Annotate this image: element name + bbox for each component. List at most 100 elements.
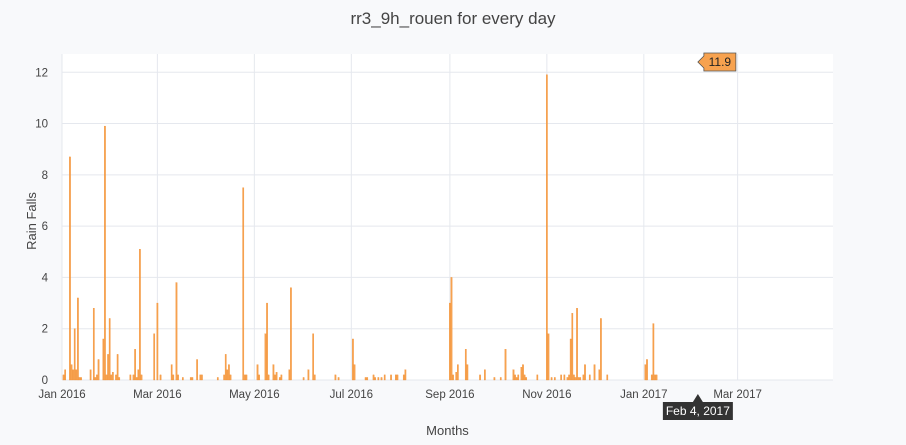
- bar[interactable]: [245, 374, 248, 381]
- bar[interactable]: [514, 374, 516, 381]
- bar[interactable]: [140, 374, 143, 381]
- bar[interactable]: [547, 333, 550, 381]
- bar[interactable]: [563, 374, 566, 381]
- bar[interactable]: [390, 374, 392, 381]
- bar[interactable]: [377, 377, 380, 381]
- bar[interactable]: [364, 377, 367, 381]
- bar[interactable]: [452, 374, 454, 381]
- bar[interactable]: [280, 374, 283, 381]
- bar[interactable]: [256, 364, 259, 381]
- bar[interactable]: [553, 377, 556, 381]
- bar[interactable]: [112, 372, 114, 381]
- bar[interactable]: [242, 187, 245, 381]
- bar[interactable]: [229, 374, 232, 381]
- bar[interactable]: [450, 277, 453, 381]
- bar[interactable]: [646, 359, 648, 381]
- bar[interactable]: [97, 359, 100, 381]
- bar[interactable]: [94, 377, 97, 381]
- bar[interactable]: [372, 374, 375, 381]
- bar[interactable]: [78, 377, 81, 381]
- bar[interactable]: [396, 374, 399, 381]
- bar[interactable]: [137, 369, 140, 381]
- bar[interactable]: [652, 323, 655, 381]
- bar[interactable]: [307, 369, 310, 381]
- bar[interactable]: [573, 374, 575, 381]
- bar[interactable]: [264, 333, 267, 381]
- bar[interactable]: [107, 354, 109, 381]
- bar[interactable]: [278, 377, 281, 381]
- bar[interactable]: [274, 374, 276, 381]
- bar[interactable]: [598, 369, 601, 381]
- bar[interactable]: [366, 377, 369, 381]
- bar[interactable]: [520, 367, 523, 381]
- bar[interactable]: [577, 377, 580, 381]
- bar[interactable]: [275, 372, 278, 381]
- bar[interactable]: [89, 369, 92, 381]
- bar[interactable]: [457, 364, 459, 381]
- bar[interactable]: [383, 374, 386, 381]
- bar[interactable]: [504, 349, 507, 381]
- bar[interactable]: [569, 338, 572, 381]
- bar[interactable]: [177, 374, 179, 381]
- bar[interactable]: [115, 374, 117, 381]
- bar[interactable]: [312, 333, 315, 381]
- bar[interactable]: [593, 364, 596, 381]
- bar[interactable]: [110, 374, 113, 381]
- bar[interactable]: [546, 74, 548, 381]
- bar[interactable]: [302, 377, 305, 381]
- bar[interactable]: [402, 374, 405, 381]
- bar[interactable]: [80, 377, 82, 381]
- bar[interactable]: [404, 369, 407, 381]
- bar[interactable]: [243, 374, 246, 381]
- bar[interactable]: [159, 374, 162, 381]
- bar[interactable]: [69, 156, 71, 381]
- bar[interactable]: [499, 377, 502, 381]
- bar[interactable]: [479, 374, 481, 381]
- bar[interactable]: [380, 377, 383, 381]
- bar[interactable]: [175, 282, 178, 381]
- bar[interactable]: [288, 369, 291, 381]
- bar[interactable]: [72, 369, 74, 381]
- bar[interactable]: [266, 302, 268, 381]
- bar[interactable]: [523, 374, 526, 381]
- bar[interactable]: [512, 369, 515, 381]
- bar[interactable]: [129, 374, 132, 381]
- bar[interactable]: [582, 374, 585, 381]
- bar[interactable]: [584, 364, 586, 381]
- bar[interactable]: [654, 374, 656, 381]
- bar[interactable]: [139, 249, 141, 381]
- bar[interactable]: [70, 364, 73, 381]
- bar[interactable]: [134, 349, 136, 381]
- bar[interactable]: [588, 374, 591, 381]
- bar[interactable]: [655, 374, 658, 381]
- bar[interactable]: [574, 377, 577, 381]
- bar[interactable]: [116, 354, 119, 381]
- bar[interactable]: [108, 318, 111, 381]
- bar[interactable]: [118, 377, 121, 381]
- bar[interactable]: [272, 364, 275, 381]
- bar[interactable]: [104, 125, 106, 381]
- bar[interactable]: [181, 377, 184, 381]
- bar[interactable]: [75, 369, 78, 381]
- bar[interactable]: [466, 364, 469, 381]
- bar[interactable]: [493, 377, 496, 381]
- bar[interactable]: [96, 374, 98, 381]
- bar[interactable]: [449, 302, 451, 381]
- bar[interactable]: [550, 377, 553, 381]
- bar[interactable]: [226, 369, 229, 381]
- bar[interactable]: [600, 318, 602, 381]
- bar[interactable]: [579, 377, 582, 381]
- bar[interactable]: [258, 374, 260, 381]
- bar[interactable]: [353, 364, 356, 381]
- bar[interactable]: [290, 287, 292, 381]
- bar[interactable]: [105, 374, 108, 381]
- bar[interactable]: [536, 374, 539, 381]
- bar[interactable]: [334, 374, 337, 381]
- bar[interactable]: [135, 377, 138, 381]
- bar[interactable]: [191, 377, 194, 381]
- bar[interactable]: [77, 297, 79, 381]
- bar[interactable]: [515, 377, 518, 381]
- bar-series[interactable]: [62, 74, 658, 381]
- bar[interactable]: [172, 374, 175, 381]
- bar[interactable]: [525, 377, 528, 381]
